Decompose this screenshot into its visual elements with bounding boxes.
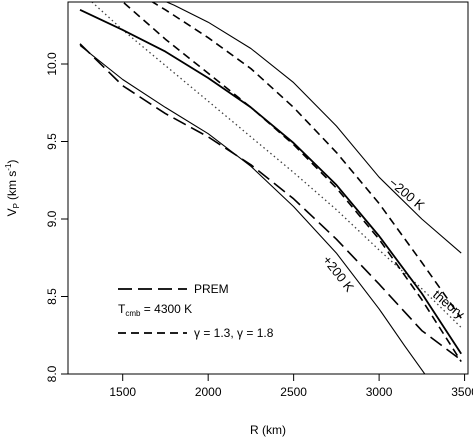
x-axis-label: R (km): [250, 423, 286, 437]
series-group: [79, 2, 462, 374]
legend-tcmb-sub: cmb: [125, 309, 141, 318]
series-line-4: [90, 2, 462, 328]
y-axis-label-exp: -1: [4, 163, 13, 171]
x-tick-label: 3000: [366, 385, 393, 399]
series-line-3: [79, 44, 426, 374]
series-line-5: [79, 43, 462, 361]
y-axis-label-close: ): [5, 160, 19, 164]
y-axis-label-sub: P: [12, 203, 21, 208]
y-tick-label: 10.0: [45, 52, 59, 76]
y-axis-ticks: 8.0 8.5 9.0 9.5 10.0: [45, 52, 68, 382]
legend-tcmb-main: T: [118, 302, 126, 316]
y-axis-label-main: V: [5, 208, 19, 216]
legend-gamma-label: γ = 1.3, γ = 1.8: [194, 326, 274, 340]
x-axis-ticks: 1500 2000 2500 3000 3500: [109, 374, 473, 399]
y-tick-label: 8.5: [45, 288, 59, 305]
x-tick-label: 2000: [195, 385, 222, 399]
y-tick-label: 8.0: [45, 365, 59, 382]
legend-tcmb-value: = 4300 K: [140, 302, 192, 316]
annotation-minus200: −200 K: [386, 175, 428, 213]
plot-frame: [67, 1, 469, 375]
legend: PREM Tcmb = 4300 K γ = 1.3, γ = 1.8: [118, 282, 274, 340]
y-tick-label: 9.5: [45, 133, 59, 150]
x-tick-label: 1500: [109, 385, 136, 399]
x-tick-label: 3500: [451, 385, 473, 399]
x-tick-label: 2500: [280, 385, 307, 399]
y-axis-label: VP (km s-1): [4, 160, 21, 217]
series-line-1: [79, 8, 462, 355]
y-tick-label: 9.0: [45, 210, 59, 227]
y-axis-label-unit: (km s: [5, 171, 19, 200]
legend-prem-label: PREM: [194, 282, 229, 296]
annotation-theory: theory: [430, 287, 468, 322]
legend-tcmb-label: Tcmb = 4300 K: [118, 302, 192, 318]
series-line-7: [121, 2, 462, 363]
series-line-2: [165, 2, 462, 254]
series-line-6: [150, 2, 462, 319]
